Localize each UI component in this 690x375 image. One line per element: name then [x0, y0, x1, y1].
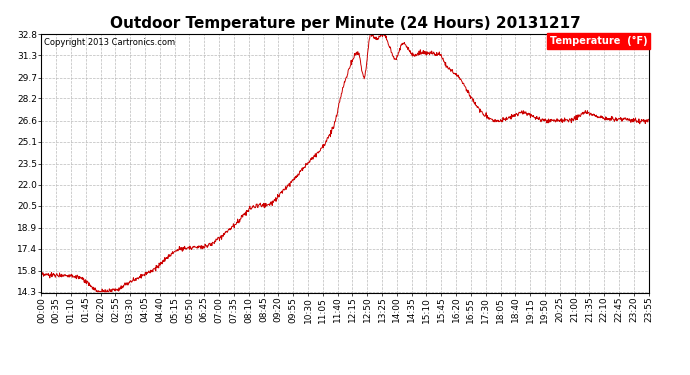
Text: Temperature  (°F): Temperature (°F)	[550, 36, 647, 46]
Text: Copyright 2013 Cartronics.com: Copyright 2013 Cartronics.com	[44, 38, 175, 46]
Title: Outdoor Temperature per Minute (24 Hours) 20131217: Outdoor Temperature per Minute (24 Hours…	[110, 16, 580, 31]
